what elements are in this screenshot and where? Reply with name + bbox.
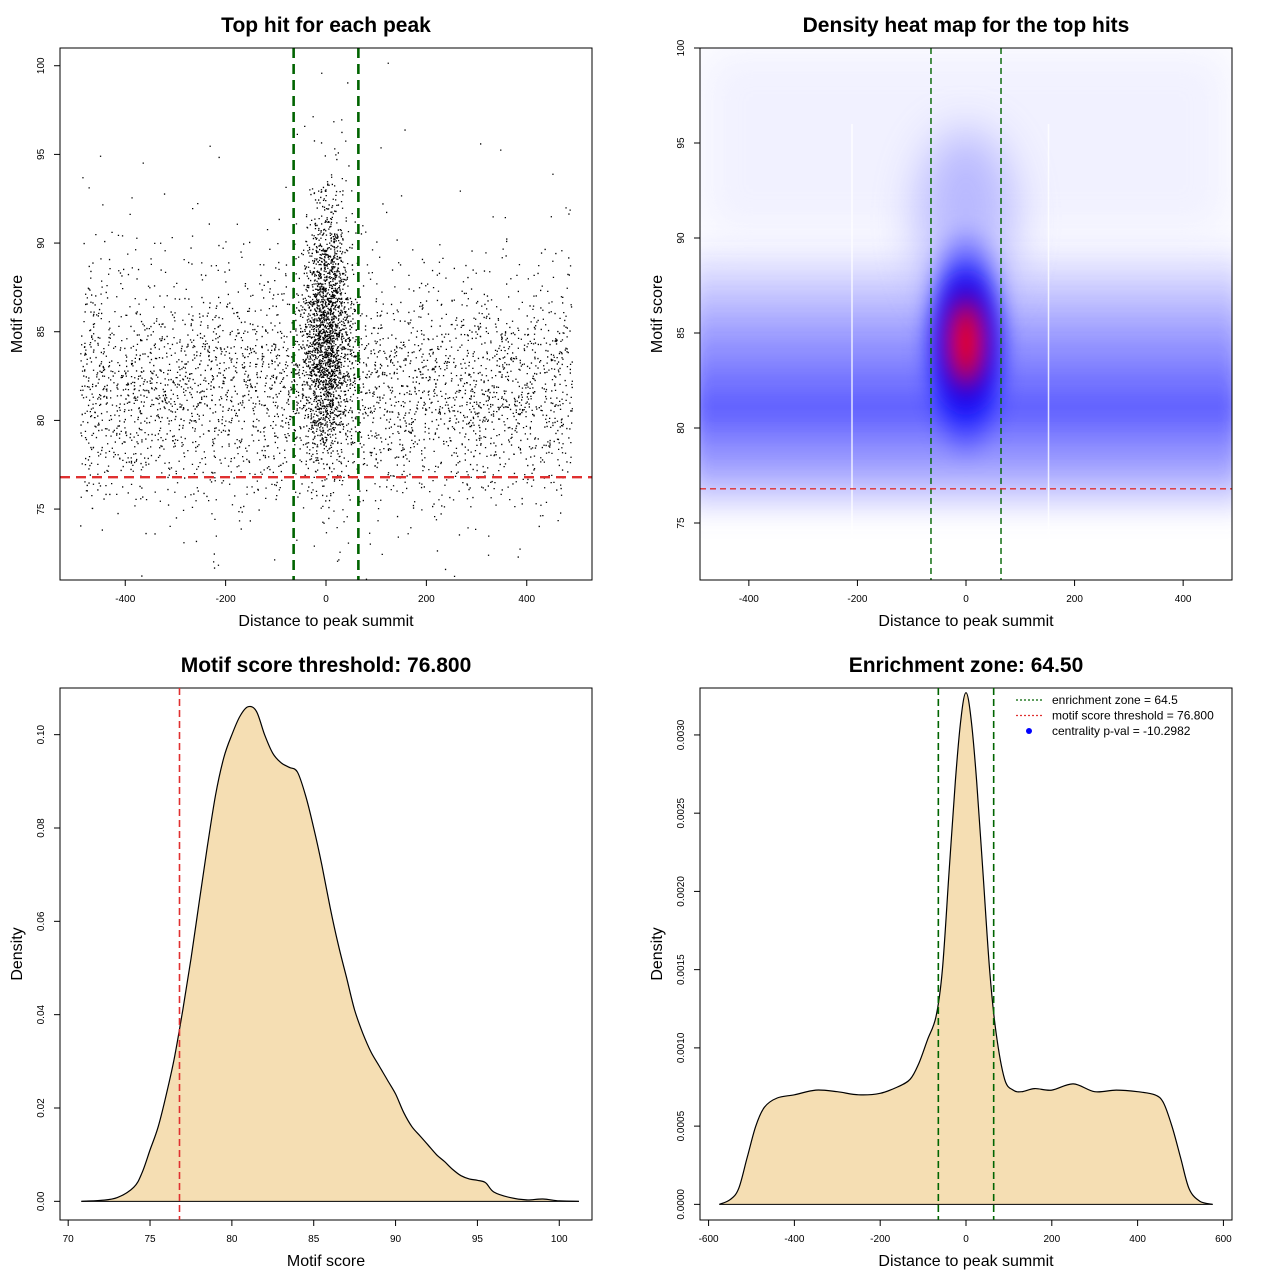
- legend-label: centrality p-val = -10.2982: [1052, 724, 1191, 738]
- x-axis: 70 75 80 85 90 95 100: [63, 1220, 568, 1245]
- density-area: [719, 692, 1213, 1205]
- chart-title: Top hit for each peak: [221, 14, 431, 37]
- panel-3: Motif score threshold: 76.800 Motif score…: [9, 654, 593, 1270]
- y-tick-label: 85: [36, 326, 47, 338]
- plot-frame: [699, 47, 1233, 581]
- x-tick-label: 0: [963, 1234, 969, 1245]
- legend: enrichment zone = 64.5 motif score thresh…: [1016, 693, 1214, 738]
- y-tick-label: 0.10: [36, 724, 47, 744]
- y-tick-label: 80: [676, 422, 687, 434]
- y-axis: 75 80 85 90 95 100: [676, 39, 700, 529]
- x-axis: -400 -200 0 200 400: [739, 580, 1192, 605]
- x-tick-label: 200: [1066, 594, 1083, 605]
- x-tick-label: -600: [699, 1234, 719, 1245]
- y-tick-label: 85: [676, 327, 687, 339]
- y-tick-label: 0.0025: [676, 797, 687, 828]
- x-tick-label: 0: [323, 594, 329, 605]
- chart-title: Motif score threshold: 76.800: [181, 654, 472, 677]
- y-tick-label: 75: [676, 517, 687, 529]
- x-tick-label: -200: [216, 594, 236, 605]
- y-tick-label: 0.06: [36, 911, 47, 931]
- density-curve: [719, 692, 1213, 1205]
- panel-4: Enrichment zone: 64.50 Distance to peak s…: [649, 654, 1233, 1270]
- y-tick-label: 0.0005: [676, 1110, 687, 1141]
- x-tick-label: 600: [1215, 1234, 1232, 1245]
- x-tick-label: 400: [1129, 1234, 1146, 1245]
- y-axis: 0.00 0.02 0.04 0.06 0.08 0.10: [36, 724, 60, 1211]
- y-tick-label: 95: [676, 137, 687, 149]
- x-tick-label: 85: [308, 1234, 320, 1245]
- x-tick-label: -400: [115, 594, 135, 605]
- x-tick-label: 200: [418, 594, 435, 605]
- x-tick-label: 400: [518, 594, 535, 605]
- x-axis-label: Distance to peak summit: [878, 1253, 1054, 1270]
- x-tick-label: -400: [739, 594, 759, 605]
- y-axis-label: Density: [649, 927, 666, 980]
- x-tick-label: 75: [144, 1234, 156, 1245]
- y-tick-label: 95: [36, 148, 47, 160]
- density-curve: [81, 705, 579, 1202]
- y-axis: 0.0000 0.0005 0.0010 0.0015 0.0020 0.0025 0.00…: [676, 719, 700, 1220]
- y-tick-label: 90: [36, 237, 47, 249]
- x-tick-label: 90: [390, 1234, 402, 1245]
- y-axis-label: Motif score: [9, 275, 26, 353]
- y-tick-label: 0.00: [36, 1191, 47, 1211]
- y-tick-label: 0.0020: [676, 876, 687, 907]
- x-axis-label: Distance to peak summit: [238, 613, 414, 630]
- y-tick-label: 0.08: [36, 818, 47, 838]
- y-tick-label: 0.0000: [676, 1189, 687, 1220]
- y-axis-label: Motif score: [649, 275, 666, 353]
- x-tick-label: 100: [551, 1234, 568, 1245]
- x-axis-label: Motif score: [287, 1253, 365, 1270]
- y-tick-label: 0.0030: [676, 719, 687, 750]
- y-tick-label: 80: [36, 414, 47, 426]
- y-tick-label: 0.02: [36, 1098, 47, 1118]
- x-tick-label: -400: [784, 1234, 804, 1245]
- x-tick-label: 80: [226, 1234, 238, 1245]
- scatter-points: [80, 62, 573, 580]
- chart-title: Density heat map for the top hits: [803, 14, 1130, 37]
- scatter-points-path: [80, 62, 573, 580]
- x-axis: -600 -400 -200 0 200 400 600: [699, 1220, 1232, 1245]
- plot-frame: [59, 687, 593, 1221]
- legend-marker-point: [1026, 728, 1032, 734]
- x-axis: -400 -200 0 200 400: [115, 580, 536, 605]
- plot-frame: [699, 687, 1233, 1221]
- y-axis-label: Density: [9, 927, 26, 980]
- x-tick-label: 200: [1043, 1234, 1060, 1245]
- y-tick-label: 0.04: [36, 1004, 47, 1024]
- y-tick-label: 100: [676, 39, 687, 56]
- y-tick-label: 75: [36, 503, 47, 515]
- y-tick-label: 0.0010: [676, 1032, 687, 1063]
- legend-label: motif score threshold = 76.800: [1052, 709, 1214, 723]
- x-tick-label: 400: [1175, 594, 1192, 605]
- legend-label: enrichment zone = 64.5: [1052, 693, 1178, 707]
- panel-1: Top hit for each peak Distance to peak su…: [9, 14, 593, 630]
- y-tick-label: 100: [36, 57, 47, 74]
- y-tick-label: 90: [676, 232, 687, 244]
- x-axis-label: Distance to peak summit: [878, 613, 1054, 630]
- density-area: [81, 706, 579, 1202]
- heatmap-peak: [932, 262, 1000, 423]
- x-tick-label: -200: [847, 594, 867, 605]
- x-tick-label: 70: [63, 1234, 75, 1245]
- y-axis: 75 80 85 90 95 100: [36, 57, 60, 515]
- heatmap: [700, 48, 1232, 580]
- chart-title: Enrichment zone: 64.50: [849, 654, 1084, 677]
- panel-2: Density heat map for the top hits Distanc…: [649, 14, 1233, 630]
- y-tick-label: 0.0015: [676, 954, 687, 985]
- x-tick-label: 95: [472, 1234, 484, 1245]
- x-tick-label: 0: [963, 594, 969, 605]
- plot-frame: [59, 47, 593, 581]
- x-tick-label: -200: [870, 1234, 890, 1245]
